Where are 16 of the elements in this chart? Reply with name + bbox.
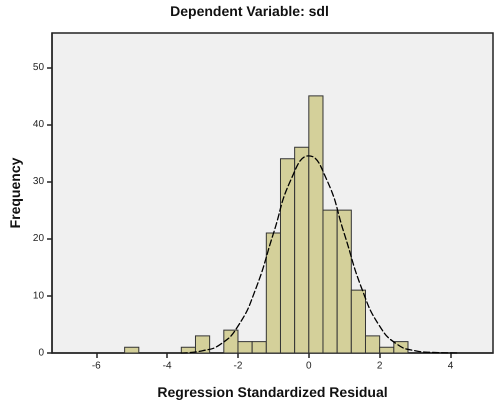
y-tick-label: 50 (32, 62, 44, 73)
x-axis-title: Regression Standardized Residual (157, 384, 388, 400)
y-tick-label: 10 (32, 290, 44, 302)
y-tick-label: 20 (32, 233, 44, 244)
x-tick-label: 2 (376, 360, 383, 372)
x-tick-label: 4 (448, 360, 454, 372)
x-tick-label: -2 (234, 360, 243, 372)
y-tick-label: 30 (32, 176, 44, 188)
y-tick-label: 0 (38, 348, 44, 358)
x-tick-label: -4 (162, 360, 172, 372)
chart-title: Dependent Variable: sdl (170, 3, 329, 19)
y-axis-title: Frequency (7, 157, 23, 228)
y-tick-label: 40 (32, 118, 44, 130)
x-tick-label: -6 (92, 360, 102, 372)
line-series (180, 155, 458, 354)
x-tick-label: 0 (306, 360, 312, 372)
